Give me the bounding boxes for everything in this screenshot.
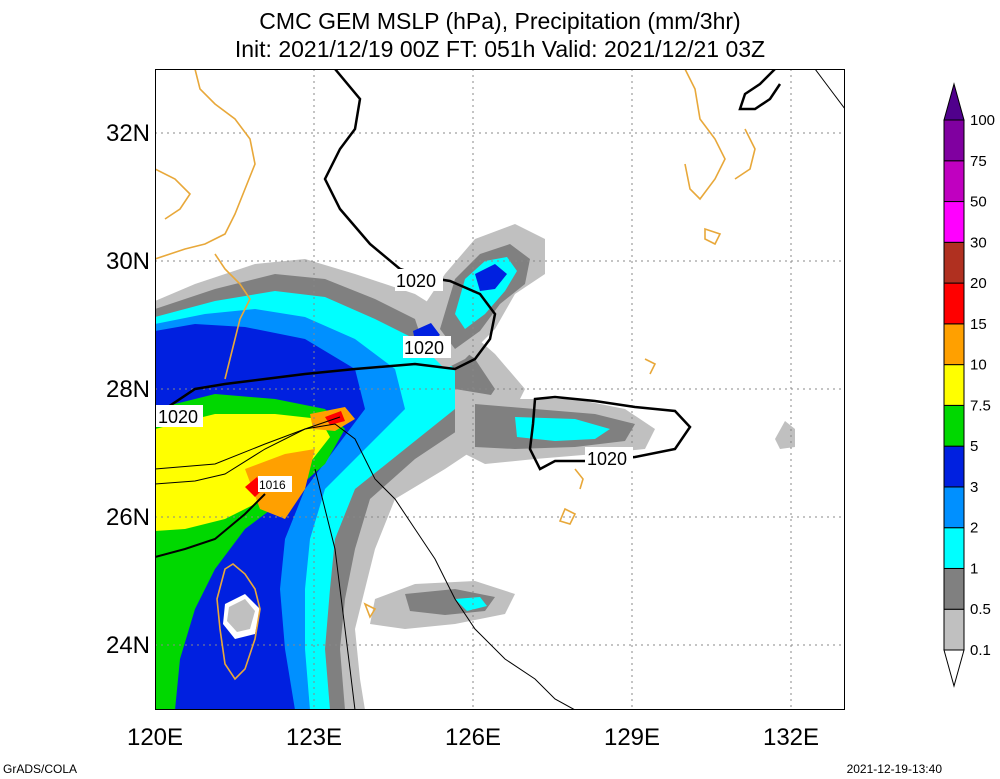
colorbar-box xyxy=(943,404,965,447)
colorbar-box xyxy=(943,160,965,203)
colorbar-label: 100 xyxy=(970,112,995,129)
lat-tick-label: 32N xyxy=(105,120,150,147)
colorbar-box xyxy=(943,323,965,366)
lat-tick-label: 24N xyxy=(105,632,150,659)
colorbar-label: 50 xyxy=(970,194,987,211)
lon-tick-label: 120E xyxy=(126,724,184,751)
precip-cyan-south xyxy=(455,597,487,611)
colorbar-label: 15 xyxy=(970,316,987,333)
colorbar-box xyxy=(943,282,965,325)
colorbar-box xyxy=(943,364,965,406)
colorbar-label: 0.5 xyxy=(970,601,991,618)
footer-credit: GrADS/COLA xyxy=(3,762,78,776)
coastline xyxy=(155,69,756,681)
isobar-label-group: 1020 1020 1020 1020 1016 xyxy=(155,269,633,492)
colorbar-label: 10 xyxy=(970,357,987,374)
colorbar-box xyxy=(943,567,965,610)
isobars xyxy=(155,69,782,558)
colorbar-box xyxy=(943,486,965,529)
isobar-label: 1016 xyxy=(259,478,286,492)
lon-tick-label: 123E xyxy=(285,724,343,751)
colorbar-label: 20 xyxy=(970,275,987,292)
isobar-label: 1020 xyxy=(587,449,627,469)
colorbar-label: 75 xyxy=(970,153,987,170)
chart-title: CMC GEM MSLP (hPa), Precipitation (mm/3h… xyxy=(259,8,741,34)
precip-gray-taiwan xyxy=(227,599,255,632)
lon-tick-label: 126E xyxy=(444,724,502,751)
colorbar-label: 5 xyxy=(970,438,978,455)
colorbar-labels: 0.1 0.5 1 2 3 5 7.5 10 15 20 30 50 75 100 xyxy=(970,112,995,659)
precip-colorbar: 0.1 0.5 1 2 3 5 7.5 10 15 20 30 50 75 100 xyxy=(943,82,995,688)
isobar-label: 1020 xyxy=(396,271,436,291)
colorbar-box xyxy=(943,119,965,162)
precip-yellow-main xyxy=(155,414,330,531)
precip-field xyxy=(155,224,795,710)
colorbar-label: 2 xyxy=(970,520,978,537)
isobar-1016 xyxy=(155,416,341,485)
lon-tick-label: 132E xyxy=(762,724,820,751)
footer-timestamp: 2021-12-19-13:40 xyxy=(846,762,942,776)
precip-cyan-east xyxy=(515,417,610,441)
lat-tick-label: 28N xyxy=(105,376,150,403)
colorbar-boxes xyxy=(943,82,965,688)
isobar-label: 1020 xyxy=(158,407,198,427)
colorbar-label: 1 xyxy=(970,560,978,577)
colorbar-label: 0.1 xyxy=(970,642,991,659)
colorbar-box xyxy=(943,201,965,243)
colorbar-box xyxy=(943,82,965,121)
isobar-label: 1020 xyxy=(404,338,444,358)
lon-tick-label: 129E xyxy=(603,724,661,751)
borders xyxy=(155,69,845,710)
precip-blue-north xyxy=(475,264,507,291)
precip-red-2 xyxy=(325,411,345,425)
precip-gray-isolated xyxy=(775,421,795,449)
colorbar-label: 7.5 xyxy=(970,397,991,414)
colorbar-label: 30 xyxy=(970,234,987,251)
map-panel: 1020 1020 1020 1020 1016 xyxy=(155,69,845,710)
graticule xyxy=(155,69,845,710)
colorbar-box xyxy=(943,608,965,651)
lat-tick-label: 26N xyxy=(105,504,150,531)
colorbar-label: 3 xyxy=(970,479,978,496)
colorbar-box xyxy=(943,241,965,284)
lat-tick-label: 30N xyxy=(105,248,150,275)
chart-subtitle: Init: 2021/12/19 00Z FT: 051h Valid: 202… xyxy=(234,36,766,62)
colorbar-box xyxy=(943,649,965,688)
colorbar-box xyxy=(943,527,965,569)
colorbar-box xyxy=(943,445,965,488)
